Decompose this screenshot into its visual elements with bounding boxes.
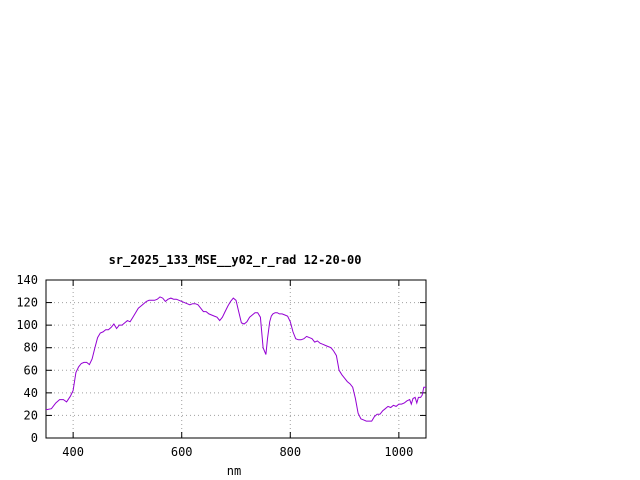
series-line xyxy=(45,296,426,422)
x-tick-label: 1000 xyxy=(384,445,413,459)
y-tick-label: 120 xyxy=(16,296,38,310)
x-tick-label: 800 xyxy=(279,445,301,459)
chart-title: sr_2025_133_MSE__y02_r_rad 12-20-00 xyxy=(109,253,362,268)
series-layer xyxy=(45,296,426,422)
y-tick-label: 80 xyxy=(24,341,38,355)
y-tick-label: 40 xyxy=(24,386,38,400)
grid-lines xyxy=(46,280,426,438)
plot-frame xyxy=(45,279,427,439)
y-tick-label: 100 xyxy=(16,318,38,332)
x-tick-label: 600 xyxy=(171,445,193,459)
x-axis-label: nm xyxy=(227,464,241,478)
axis-ticks: 0 20 40 60 80 100 120 140 400 600 800 1000 xyxy=(16,273,426,459)
y-tick-label: 0 xyxy=(31,431,38,445)
x-tick-label: 400 xyxy=(62,445,84,459)
y-tick-label: 60 xyxy=(24,363,38,377)
y-tick-label: 140 xyxy=(16,273,38,287)
y-tick-label: 20 xyxy=(24,408,38,422)
